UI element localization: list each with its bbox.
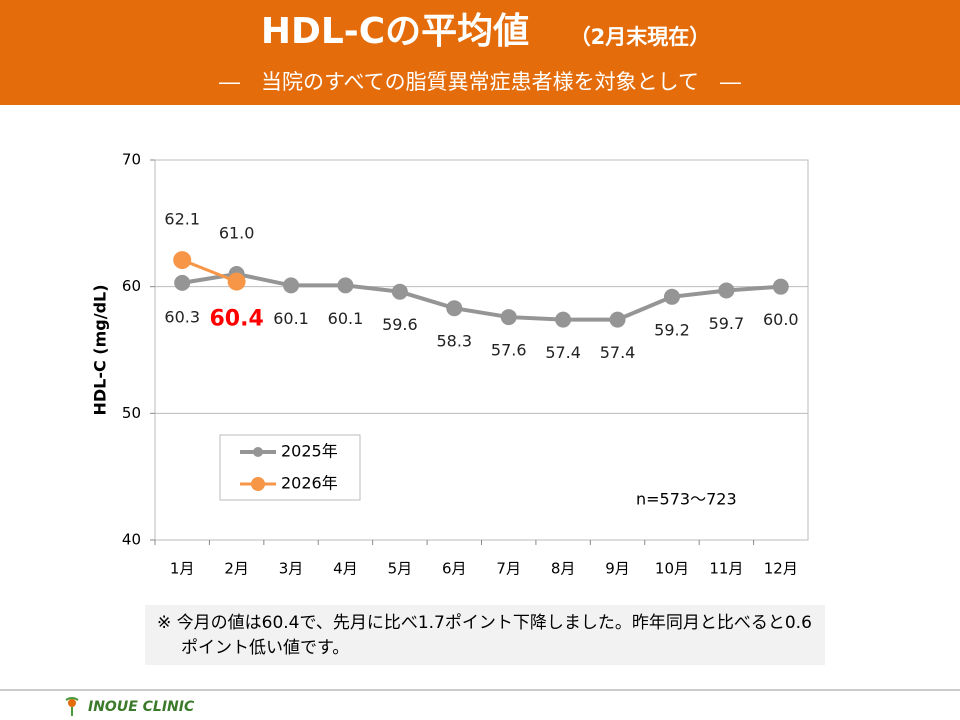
subtitle: （2月末現在） bbox=[570, 25, 711, 49]
marker bbox=[609, 311, 626, 328]
logo-icon bbox=[65, 697, 79, 716]
x-tick-label: 7月 bbox=[496, 560, 521, 578]
data-label: 57.6 bbox=[491, 341, 527, 360]
x-tick-label: 6月 bbox=[442, 560, 467, 578]
data-label: 60.3 bbox=[164, 307, 200, 326]
legend-label: 2025年 bbox=[281, 442, 338, 461]
clinic-name: INOUE CLINIC bbox=[88, 699, 195, 715]
marker bbox=[283, 277, 300, 294]
title: HDL-Cの平均値 bbox=[261, 11, 529, 52]
x-tick-label: 12月 bbox=[764, 560, 798, 578]
x-tick-label: 2月 bbox=[224, 560, 249, 578]
x-tick-label: 1月 bbox=[170, 560, 195, 578]
data-label: 60.0 bbox=[763, 310, 799, 329]
marker bbox=[337, 277, 354, 294]
data-label: 60.1 bbox=[273, 309, 309, 328]
x-tick-label: 9月 bbox=[605, 560, 630, 578]
marker bbox=[663, 288, 680, 305]
header-bar bbox=[0, 0, 960, 105]
marker bbox=[173, 251, 192, 270]
legend-marker bbox=[251, 477, 265, 491]
marker bbox=[446, 300, 463, 317]
legend-label: 2026年 bbox=[281, 474, 338, 493]
series-line bbox=[181, 271, 781, 322]
y-tick-label: 70 bbox=[122, 151, 141, 169]
x-tick-label: 5月 bbox=[388, 560, 413, 578]
y-axis-label: HDL-C (mg/dL) bbox=[91, 284, 110, 415]
marker bbox=[718, 282, 735, 299]
x-tick-label: 10月 bbox=[655, 560, 689, 578]
marker bbox=[174, 274, 191, 291]
data-label: 62.1 bbox=[164, 210, 200, 229]
legend-marker bbox=[253, 447, 263, 457]
series-line bbox=[181, 258, 238, 283]
x-tick-label: 8月 bbox=[551, 560, 576, 578]
y-tick-label: 60 bbox=[122, 277, 141, 295]
y-tick-label: 40 bbox=[122, 531, 141, 549]
data-label: 59.2 bbox=[654, 320, 690, 339]
marker bbox=[391, 283, 408, 300]
marker bbox=[500, 309, 517, 326]
tagline: ― 当院のすべての脂質異常症患者様を対象として ― bbox=[219, 70, 741, 94]
data-label: 59.7 bbox=[709, 314, 745, 333]
marker bbox=[227, 272, 246, 291]
data-label: 57.4 bbox=[545, 343, 581, 362]
annotation: n=573～723 bbox=[636, 490, 737, 509]
note: ※ 今月の値は60.4で、先月に比べ1.7ポイント下降しました。昨年同月と比べる… bbox=[145, 605, 825, 665]
marker bbox=[772, 278, 789, 295]
data-label: 59.6 bbox=[382, 315, 418, 334]
x-tick-label: 3月 bbox=[279, 560, 304, 578]
legend bbox=[219, 434, 361, 501]
data-label: 60.4 bbox=[209, 307, 263, 332]
data-label: 60.1 bbox=[328, 309, 364, 328]
data-label: 57.4 bbox=[600, 343, 636, 362]
y-tick-label: 50 bbox=[122, 404, 141, 422]
x-tick-label: 11月 bbox=[709, 560, 743, 578]
x-tick-label: 4月 bbox=[333, 560, 358, 578]
data-label: 58.3 bbox=[436, 332, 472, 351]
data-label: 61.0 bbox=[219, 224, 255, 243]
marker bbox=[555, 311, 572, 328]
